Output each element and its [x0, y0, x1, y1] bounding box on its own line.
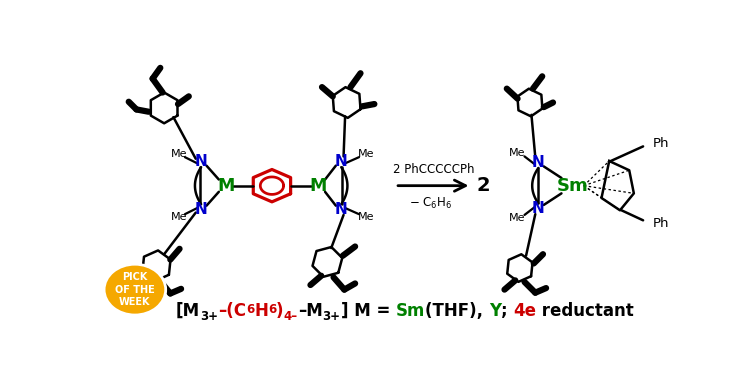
Text: Me: Me	[510, 148, 526, 158]
Text: N: N	[335, 154, 348, 169]
Text: N: N	[335, 202, 348, 217]
Text: Y: Y	[489, 302, 501, 320]
Text: Sm: Sm	[556, 177, 588, 195]
Text: Ph: Ph	[652, 217, 669, 230]
Text: Ph: Ph	[652, 137, 669, 150]
Text: Me: Me	[171, 212, 187, 222]
Text: N: N	[532, 201, 545, 216]
Text: PICK
OF THE
WEEK: PICK OF THE WEEK	[115, 272, 155, 307]
Text: 3+: 3+	[323, 310, 340, 323]
Text: M: M	[217, 177, 234, 195]
Text: ] M =: ] M =	[340, 302, 395, 320]
Text: N: N	[195, 202, 207, 217]
Text: 4e: 4e	[513, 302, 536, 320]
Text: H: H	[254, 302, 268, 320]
Text: M: M	[309, 177, 327, 195]
Text: –(C: –(C	[218, 302, 246, 320]
Text: ): )	[276, 302, 284, 320]
Text: Me: Me	[358, 212, 374, 222]
Text: 6: 6	[268, 303, 276, 316]
Text: (THF),: (THF),	[425, 302, 489, 320]
Text: Me: Me	[358, 149, 374, 159]
Text: 2 PhCCCCCPh: 2 PhCCCCCPh	[392, 163, 474, 176]
Text: 6: 6	[246, 303, 254, 316]
Text: Me: Me	[171, 149, 187, 159]
Text: N: N	[195, 154, 207, 169]
Text: Sm: Sm	[395, 302, 425, 320]
Text: 3+: 3+	[200, 310, 218, 323]
Text: N: N	[532, 155, 545, 170]
Text: $-\ \mathregular{C}_6\mathregular{H}_6$: $-\ \mathregular{C}_6\mathregular{H}_6$	[408, 196, 452, 211]
Text: reductant: reductant	[536, 302, 634, 320]
Text: 4–: 4–	[284, 310, 298, 323]
Text: Me: Me	[510, 213, 526, 223]
Text: 2: 2	[476, 176, 490, 195]
Text: –M: –M	[298, 302, 323, 320]
Text: ;: ;	[501, 302, 513, 320]
Text: [M: [M	[175, 302, 200, 320]
Ellipse shape	[104, 264, 166, 315]
